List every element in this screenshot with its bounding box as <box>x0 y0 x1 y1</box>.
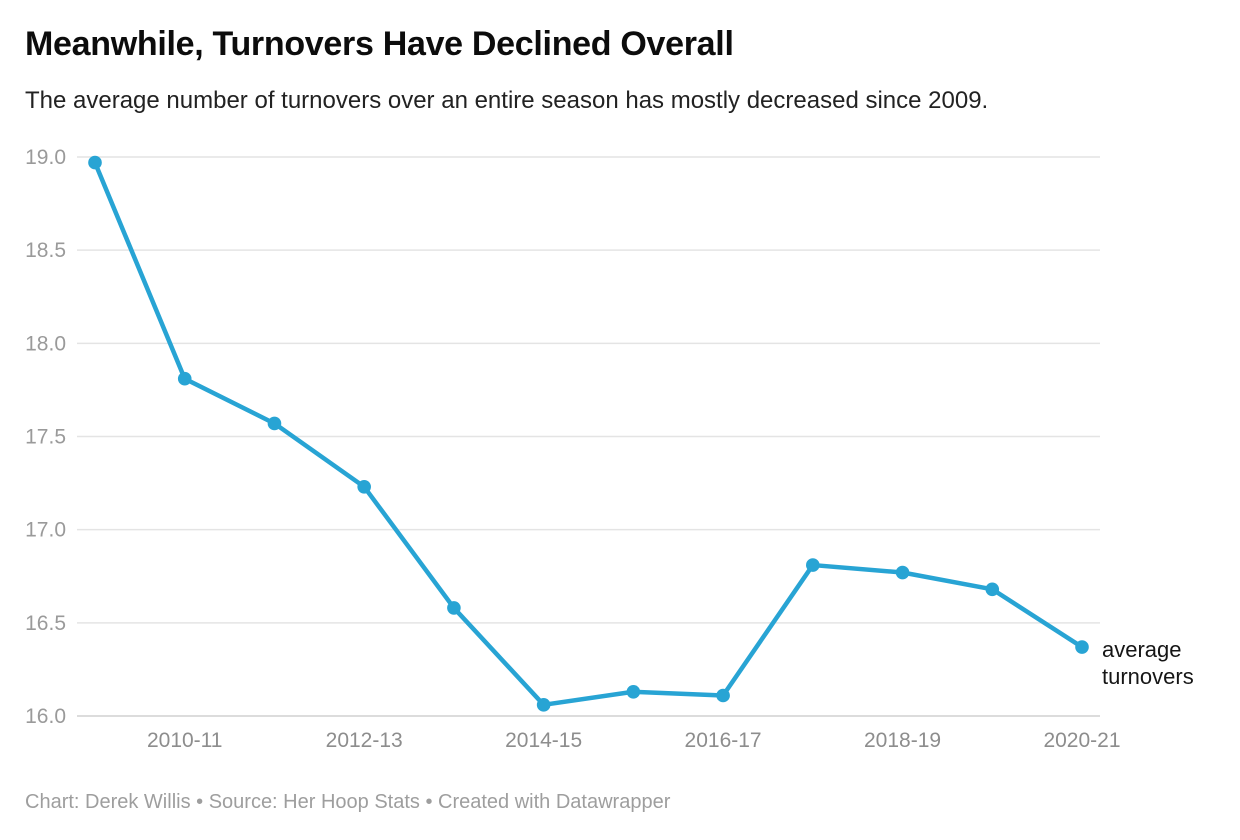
y-tick-label: 18.5 <box>25 239 66 262</box>
chart-footer: Chart: Derek Willis • Source: Her Hoop S… <box>25 791 671 813</box>
y-tick-label: 17.5 <box>25 426 66 449</box>
y-tick-label: 17.0 <box>25 519 66 542</box>
data-point[interactable] <box>88 155 102 170</box>
y-tick-label: 18.0 <box>25 332 66 355</box>
y-tick-label: 19.0 <box>25 146 66 169</box>
x-tick-label: 2020-21 <box>1043 729 1120 752</box>
data-point[interactable] <box>895 565 910 580</box>
x-tick-label: 2016-17 <box>685 729 762 752</box>
data-point[interactable] <box>536 698 551 712</box>
data-point[interactable] <box>626 684 641 699</box>
x-tick-label: 2012-13 <box>326 729 403 752</box>
y-tick-label: 16.0 <box>25 705 66 728</box>
x-tick-label: 2018-19 <box>864 729 941 752</box>
data-point[interactable] <box>716 688 730 703</box>
line-chart: 19.0 18.5 18.0 17.5 17.0 16.5 16.0 2010-11 2012-… <box>0 140 1240 780</box>
y-tick-label: 16.5 <box>25 612 66 635</box>
data-point[interactable] <box>447 601 461 615</box>
data-point[interactable] <box>806 558 820 572</box>
line-chart-svg: 19.0 18.5 18.0 17.5 17.0 16.5 16.0 2010-11 2012-… <box>25 146 1194 752</box>
data-point[interactable] <box>357 480 371 494</box>
data-line <box>92 160 1085 708</box>
chart-title: Meanwhile, Turnovers Have Declined Overa… <box>25 25 734 63</box>
data-point[interactable] <box>985 582 1000 597</box>
data-point[interactable] <box>1075 640 1089 654</box>
chart-subtitle: The average number of turnovers over an … <box>25 87 989 114</box>
data-point[interactable] <box>177 371 192 386</box>
x-tick-label: 2014-15 <box>505 729 582 752</box>
x-tick-label: 2010-11 <box>147 729 223 752</box>
data-point[interactable] <box>267 416 282 431</box>
series-label: average turnovers <box>1102 637 1194 689</box>
